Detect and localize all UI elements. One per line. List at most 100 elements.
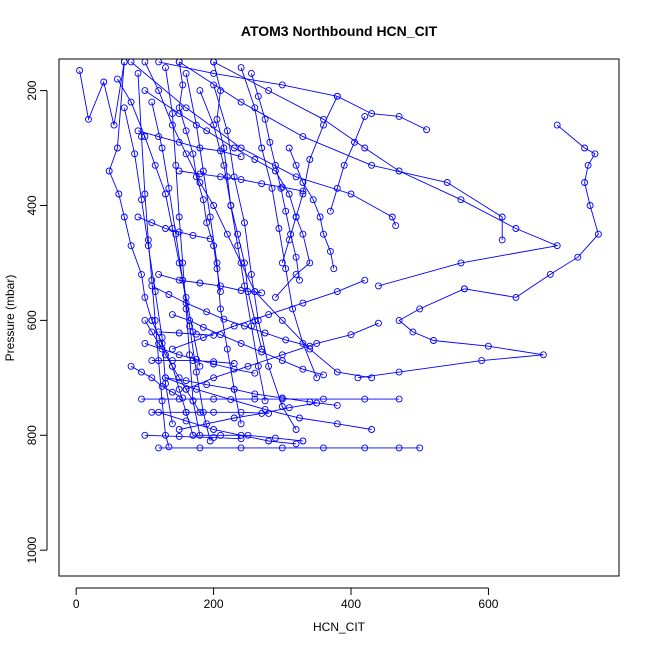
y-tick-label: 600 bbox=[25, 310, 39, 330]
data-point bbox=[498, 213, 506, 221]
data-point bbox=[141, 316, 149, 324]
series-line bbox=[108, 61, 153, 321]
data-point bbox=[155, 87, 163, 95]
data-point bbox=[199, 323, 207, 331]
data-point bbox=[292, 173, 300, 181]
data-point bbox=[120, 213, 128, 221]
series-34 bbox=[155, 408, 300, 448]
data-point bbox=[299, 190, 307, 198]
data-point bbox=[347, 331, 355, 339]
series-47 bbox=[285, 144, 338, 273]
data-point bbox=[175, 138, 183, 146]
data-point bbox=[309, 196, 317, 204]
series-46 bbox=[247, 69, 303, 284]
data-point bbox=[306, 156, 314, 163]
data-point bbox=[217, 288, 224, 296]
data-point bbox=[247, 322, 255, 330]
data-point bbox=[285, 404, 293, 412]
data-point bbox=[409, 328, 417, 336]
data-point bbox=[416, 305, 424, 313]
data-point bbox=[175, 385, 183, 393]
data-point bbox=[158, 144, 166, 152]
data-point bbox=[230, 322, 238, 330]
data-point bbox=[148, 328, 156, 336]
series-line bbox=[165, 377, 372, 430]
data-point bbox=[251, 369, 259, 377]
data-point bbox=[148, 374, 156, 382]
data-point bbox=[416, 444, 424, 452]
series-18 bbox=[113, 75, 204, 370]
series-2 bbox=[105, 59, 156, 324]
series-line bbox=[172, 314, 324, 376]
series-line bbox=[179, 170, 303, 192]
data-point bbox=[175, 426, 183, 433]
data-point bbox=[313, 339, 321, 347]
series-line bbox=[178, 61, 503, 240]
data-point bbox=[388, 213, 396, 221]
data-point bbox=[430, 337, 437, 344]
series-line bbox=[144, 320, 201, 413]
data-point bbox=[182, 408, 190, 416]
data-point bbox=[237, 420, 245, 428]
data-point bbox=[296, 276, 303, 284]
data-point bbox=[148, 98, 156, 106]
data-point bbox=[586, 202, 594, 209]
data-point bbox=[168, 121, 176, 129]
data-point bbox=[392, 222, 400, 230]
data-point bbox=[141, 133, 149, 141]
data-point bbox=[368, 374, 376, 382]
data-point bbox=[271, 161, 279, 169]
series-line bbox=[165, 67, 201, 436]
data-point bbox=[278, 316, 286, 324]
series-line bbox=[199, 90, 266, 401]
series-line bbox=[464, 124, 599, 298]
data-point bbox=[251, 390, 259, 398]
data-point bbox=[296, 414, 303, 422]
data-point bbox=[244, 431, 252, 439]
data-point bbox=[127, 362, 135, 370]
series-48 bbox=[278, 92, 341, 267]
data-point bbox=[210, 121, 218, 129]
data-point bbox=[210, 360, 218, 368]
data-point bbox=[155, 408, 163, 416]
series-9 bbox=[210, 59, 561, 290]
series-37 bbox=[168, 276, 369, 353]
data-point bbox=[512, 293, 520, 301]
data-point bbox=[113, 75, 121, 83]
x-axis-label: HCN_CIT bbox=[313, 620, 366, 634]
data-point bbox=[320, 444, 327, 452]
data-point bbox=[395, 112, 403, 120]
data-point bbox=[138, 395, 145, 403]
data-point bbox=[110, 121, 118, 129]
data-point bbox=[261, 397, 269, 405]
series-line bbox=[213, 61, 263, 350]
data-point bbox=[368, 426, 376, 433]
data-point bbox=[127, 59, 135, 66]
data-point bbox=[210, 374, 218, 382]
series-line bbox=[151, 411, 269, 414]
data-point bbox=[223, 173, 231, 181]
data-point bbox=[203, 127, 211, 135]
series-line bbox=[158, 61, 427, 131]
data-point bbox=[172, 161, 180, 169]
data-point bbox=[210, 59, 218, 66]
data-point bbox=[120, 59, 128, 66]
y-tick-label: 400 bbox=[25, 195, 39, 215]
series-10 bbox=[175, 59, 506, 244]
data-point bbox=[237, 176, 245, 184]
data-point bbox=[192, 121, 200, 129]
data-point bbox=[292, 161, 300, 169]
data-point bbox=[320, 371, 327, 379]
data-point bbox=[217, 305, 224, 313]
data-point bbox=[237, 339, 245, 347]
series-line bbox=[165, 377, 338, 406]
data-point bbox=[299, 365, 307, 373]
data-point bbox=[217, 331, 224, 339]
data-point bbox=[275, 225, 283, 232]
series-line bbox=[158, 273, 262, 294]
data-point bbox=[192, 173, 200, 181]
series-line bbox=[357, 288, 544, 379]
chart-title: ATOM3 Northbound HCN_CIT bbox=[241, 23, 438, 39]
data-point bbox=[196, 444, 204, 452]
data-point bbox=[333, 288, 341, 296]
